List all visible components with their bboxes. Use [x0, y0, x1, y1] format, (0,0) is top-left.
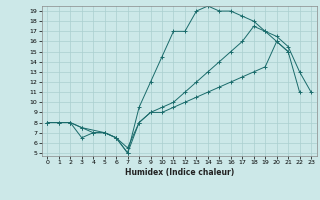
X-axis label: Humidex (Indice chaleur): Humidex (Indice chaleur)	[124, 168, 234, 177]
